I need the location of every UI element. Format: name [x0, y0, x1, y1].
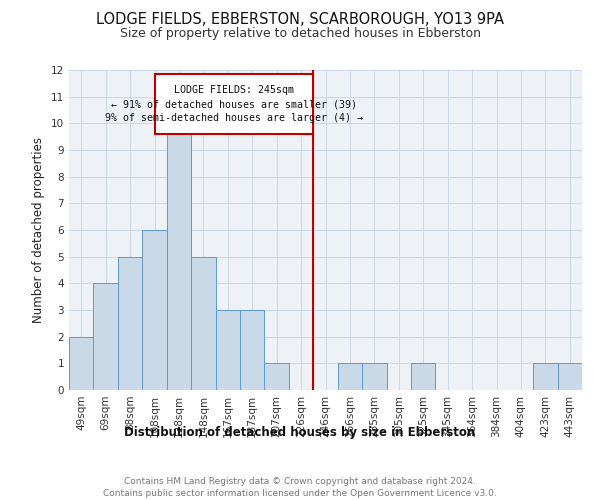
Bar	[533, 364, 557, 390]
Bar	[69, 336, 94, 390]
Text: Distribution of detached houses by size in Ebberston: Distribution of detached houses by size …	[124, 426, 476, 439]
Text: LODGE FIELDS, EBBERSTON, SCARBOROUGH, YO13 9PA: LODGE FIELDS, EBBERSTON, SCARBOROUGH, YO…	[96, 12, 504, 28]
Bar	[362, 364, 386, 390]
Bar	[155, 74, 313, 134]
Bar	[94, 284, 118, 390]
Bar	[411, 364, 436, 390]
Bar	[265, 364, 289, 390]
Bar	[167, 124, 191, 390]
Text: Contains HM Land Registry data © Crown copyright and database right 2024.
Contai: Contains HM Land Registry data © Crown c…	[103, 476, 497, 498]
Text: LODGE FIELDS: 245sqm
← 91% of detached houses are smaller (39)
9% of semi-detach: LODGE FIELDS: 245sqm ← 91% of detached h…	[105, 85, 363, 123]
Bar	[191, 256, 215, 390]
Bar	[142, 230, 167, 390]
Bar	[118, 256, 142, 390]
Y-axis label: Number of detached properties: Number of detached properties	[32, 137, 46, 323]
Bar	[240, 310, 265, 390]
Bar	[338, 364, 362, 390]
Bar	[215, 310, 240, 390]
Bar	[557, 364, 582, 390]
Text: Size of property relative to detached houses in Ebberston: Size of property relative to detached ho…	[119, 28, 481, 40]
